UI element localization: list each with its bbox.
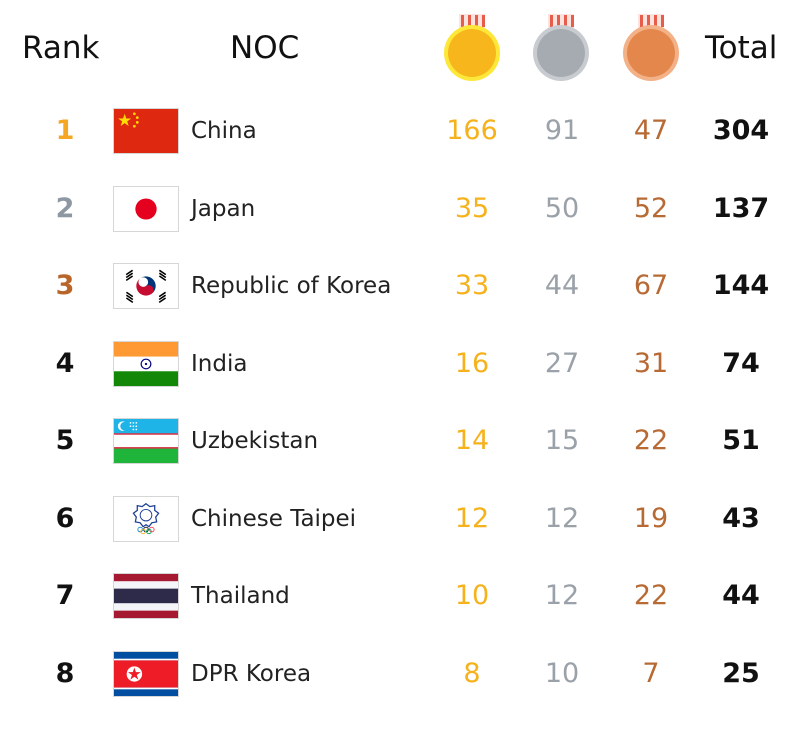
north-korea-flag-icon bbox=[113, 650, 179, 697]
thailand-flag-icon bbox=[113, 573, 179, 619]
rank-column-header: Rank bbox=[22, 30, 100, 66]
silver-count: 10 bbox=[544, 657, 580, 689]
bronze-count: 22 bbox=[633, 580, 669, 611]
rank-value: 1 bbox=[55, 115, 75, 146]
country-name: DPR Korea bbox=[191, 660, 312, 687]
gold-count: 35 bbox=[454, 192, 490, 224]
rank-value: 7 bbox=[55, 580, 75, 611]
silver-count: 27 bbox=[544, 347, 580, 379]
table-row: 1 China 166 91 47 304 bbox=[0, 95, 800, 173]
gold-count: 8 bbox=[463, 657, 481, 689]
total-column-header: Total bbox=[705, 30, 778, 66]
gold-count: 14 bbox=[454, 425, 490, 456]
rank-value: 2 bbox=[55, 192, 75, 224]
total-count: 137 bbox=[712, 192, 770, 224]
bronze-medal-icon bbox=[620, 14, 682, 84]
bronze-count: 7 bbox=[642, 657, 660, 689]
gold-count: 33 bbox=[454, 270, 490, 301]
rank-value: 6 bbox=[55, 502, 75, 534]
rank-value: 3 bbox=[55, 270, 75, 301]
country-name: Republic of Korea bbox=[191, 273, 392, 299]
silver-count: 12 bbox=[544, 580, 580, 611]
bronze-count: 67 bbox=[633, 270, 669, 301]
rank-value: 4 bbox=[55, 347, 75, 379]
table-row: 8 DPR Korea 8 10 7 25 bbox=[0, 638, 800, 716]
silver-count: 15 bbox=[544, 425, 580, 456]
country-name: India bbox=[191, 350, 248, 377]
bronze-count: 52 bbox=[633, 192, 669, 224]
table-row: 6 Chinese Taipei 12 12 19 43 bbox=[0, 483, 800, 561]
total-count: 43 bbox=[722, 502, 760, 534]
total-count: 51 bbox=[722, 425, 760, 456]
table-row: 5 Uzbekistan 14 15 22 51 bbox=[0, 405, 800, 483]
silver-count: 50 bbox=[544, 192, 580, 224]
gold-medal-icon bbox=[441, 14, 503, 84]
silver-count: 44 bbox=[544, 270, 580, 301]
rank-value: 5 bbox=[55, 425, 75, 456]
bronze-count: 22 bbox=[633, 425, 669, 456]
silver-medal-icon bbox=[530, 14, 592, 84]
gold-count: 10 bbox=[454, 580, 490, 611]
medal-table-body: 1 China 166 91 47 304 2 Japan 35 5 bbox=[0, 95, 800, 715]
india-flag-icon bbox=[113, 340, 179, 387]
table-header: Rank NOC Total bbox=[0, 0, 800, 100]
gold-count: 166 bbox=[446, 115, 498, 146]
total-count: 74 bbox=[722, 347, 760, 379]
total-count: 144 bbox=[712, 270, 770, 301]
silver-count: 91 bbox=[544, 115, 580, 146]
country-name: Japan bbox=[191, 195, 256, 222]
gold-count: 12 bbox=[454, 502, 490, 534]
gold-count: 16 bbox=[454, 347, 490, 379]
total-count: 304 bbox=[712, 115, 770, 146]
country-name: Chinese Taipei bbox=[191, 505, 357, 532]
uzbekistan-flag-icon bbox=[113, 418, 179, 464]
country-name: Uzbekistan bbox=[191, 428, 319, 454]
country-name: China bbox=[191, 118, 257, 144]
table-row: 7 Thailand 10 12 22 44 bbox=[0, 560, 800, 638]
bronze-count: 31 bbox=[633, 347, 669, 379]
silver-count: 12 bbox=[544, 502, 580, 534]
country-name: Thailand bbox=[191, 583, 290, 609]
bronze-count: 47 bbox=[633, 115, 669, 146]
noc-column-header: NOC bbox=[230, 30, 300, 66]
south-korea-flag-icon bbox=[113, 263, 179, 309]
table-row: 4 India 16 27 31 74 bbox=[0, 328, 800, 406]
table-row: 2 Japan 35 50 52 137 bbox=[0, 173, 800, 251]
japan-flag-icon bbox=[113, 185, 179, 232]
rank-value: 8 bbox=[55, 657, 75, 689]
total-count: 44 bbox=[722, 580, 760, 611]
chinese-taipei-flag-icon bbox=[113, 495, 179, 542]
bronze-count: 19 bbox=[633, 502, 669, 534]
total-count: 25 bbox=[722, 657, 760, 689]
table-row: 3 bbox=[0, 250, 800, 328]
china-flag-icon bbox=[113, 108, 179, 154]
